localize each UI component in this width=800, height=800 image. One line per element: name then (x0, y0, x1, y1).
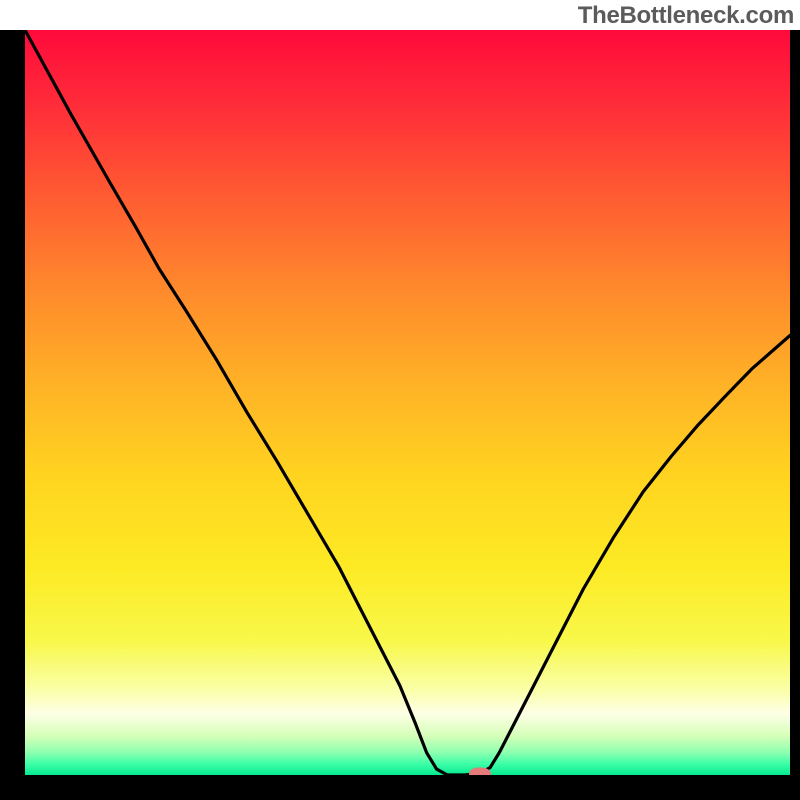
frame-left (0, 30, 25, 800)
frame-right (790, 30, 800, 800)
plot-svg (25, 30, 790, 775)
frame-bottom (0, 775, 800, 800)
gradient-background (25, 30, 790, 775)
bottleneck-chart: TheBottleneck.com (0, 0, 800, 800)
minimum-marker (469, 767, 491, 775)
attribution-text: TheBottleneck.com (578, 2, 794, 30)
plot-area (25, 30, 790, 775)
